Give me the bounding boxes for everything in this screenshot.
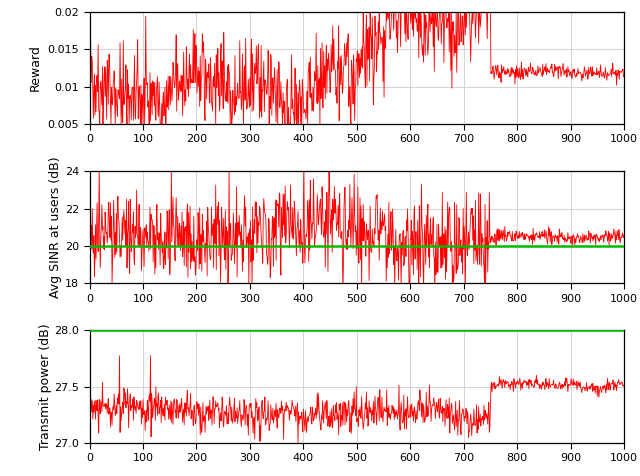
Y-axis label: Avg SINR at users (dB): Avg SINR at users (dB) — [49, 157, 62, 298]
Y-axis label: Transmit power (dB): Transmit power (dB) — [38, 323, 52, 450]
Y-axis label: Reward: Reward — [29, 45, 42, 91]
